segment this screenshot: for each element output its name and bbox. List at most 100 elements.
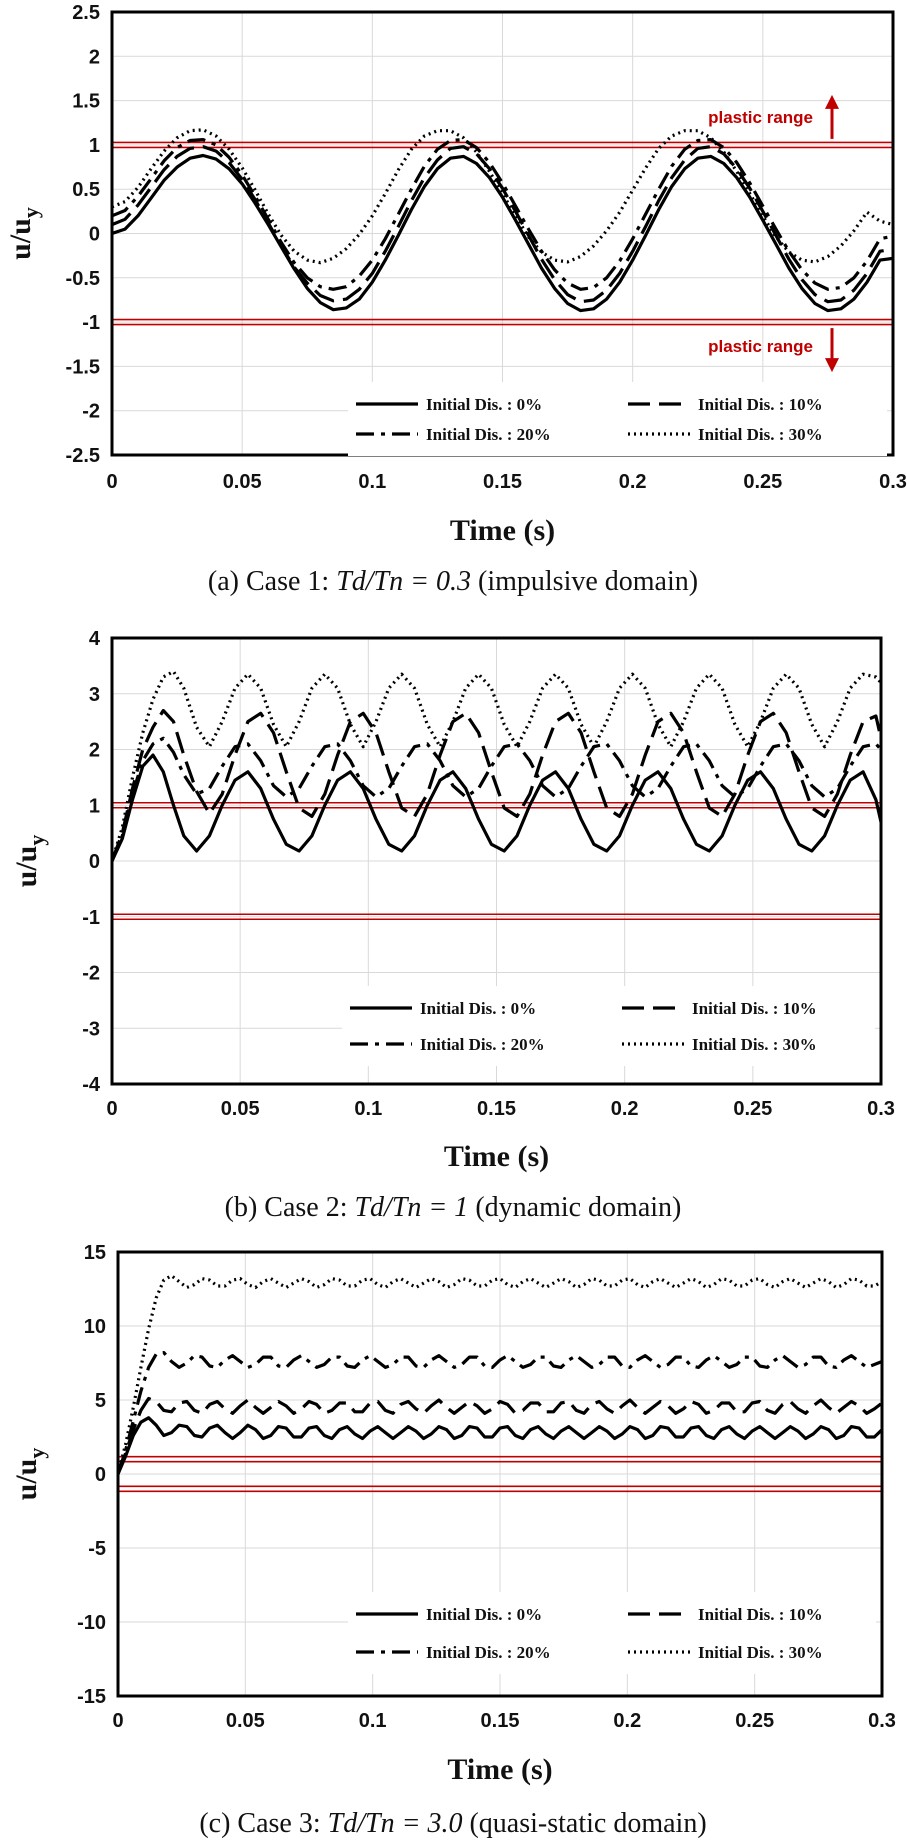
plot-frame <box>116 1250 884 1698</box>
series-line-3 <box>118 1274 882 1475</box>
legend-label: Initial Dis. : 0% <box>420 999 536 1018</box>
series-line-0 <box>112 153 893 313</box>
x-axis-title: Time (s) <box>447 1753 552 1786</box>
legend-label: Initial Dis. : 30% <box>698 425 823 444</box>
caption-suffix: (quasi-static domain) <box>462 1808 706 1839</box>
y-tick-label: -3 <box>82 1018 100 1040</box>
legend-label: Initial Dis. : 20% <box>426 1643 551 1662</box>
y-tick-label: 0 <box>89 224 100 246</box>
x-tick-label: 0.1 <box>354 1098 382 1120</box>
legend-label: Initial Dis. : 0% <box>426 395 542 414</box>
caption-ratio: Td/Tn = 1 <box>354 1192 468 1223</box>
y-tick-label: -2 <box>82 401 100 423</box>
x-tick-label: 0 <box>112 1710 123 1732</box>
x-tick-label: 0.1 <box>359 1710 387 1732</box>
y-axis-title-subscript: y <box>24 1448 49 1459</box>
series-line-2 <box>112 138 893 291</box>
caption-prefix: (a) Case 1: <box>208 566 336 597</box>
caption-ratio: Td/Tn = 3.0 <box>328 1808 463 1839</box>
y-tick-label: -1 <box>82 907 100 929</box>
arrow-down-icon <box>825 358 839 373</box>
y-tick-label: -5 <box>88 1538 106 1560</box>
chart-panel-c: 0 0.05 0.1 0.15 0.2 0.25 0.3 15 10 5 0 -5 -10 -15 Init… <box>10 1242 896 1839</box>
x-tick-label: 0 <box>106 1098 117 1120</box>
legend-label: Initial Dis. : 30% <box>698 1643 823 1662</box>
caption-prefix: (c) Case 3: <box>199 1808 327 1839</box>
y-tick-label: 15 <box>84 1242 106 1264</box>
legend-label: Initial Dis. : 10% <box>698 1605 823 1624</box>
legend-box <box>348 1592 876 1674</box>
y-tick-label: 0 <box>95 1464 106 1486</box>
y-tick-label: 1.5 <box>72 91 100 113</box>
caption: (c) Case 3: Td/Tn = 3.0 (quasi-static do… <box>199 1808 706 1839</box>
series-line-1 <box>112 708 881 862</box>
y-tick-label: 2 <box>89 46 100 68</box>
caption-prefix: (b) Case 2: <box>225 1192 355 1223</box>
y-tick-label: 10 <box>84 1316 106 1338</box>
y-tick-label: -1.5 <box>66 356 100 378</box>
caption-ratio: Td/Tn = 0.3 <box>336 566 471 597</box>
x-tick-label: 0.05 <box>223 471 262 493</box>
x-tick-label: 0.25 <box>733 1098 772 1120</box>
legend-label: Initial Dis. : 20% <box>426 425 551 444</box>
series-line-1 <box>118 1396 882 1475</box>
legend-label: Initial Dis. : 20% <box>420 1035 545 1054</box>
y-tick-label: -10 <box>77 1612 106 1634</box>
x-tick-label: 0.2 <box>613 1710 641 1732</box>
y-axis-title-main: u/u <box>10 846 43 888</box>
arrow-up-icon <box>825 94 839 109</box>
x-tick-label: 0.2 <box>619 471 647 493</box>
legend-label: Initial Dis. : 0% <box>426 1605 542 1624</box>
y-tick-label: 0.5 <box>72 179 100 201</box>
x-tick-label: 0.3 <box>868 1710 896 1732</box>
x-tick-label: 0.1 <box>358 471 386 493</box>
y-tick-label: 1 <box>89 795 100 817</box>
series-line-2 <box>118 1350 882 1475</box>
y-tick-label: 2 <box>89 740 100 762</box>
y-tick-label: 3 <box>89 684 100 706</box>
series-line-0 <box>118 1416 882 1475</box>
y-axis-title-main: u/u <box>4 218 37 260</box>
y-axis-title-main: u/u <box>10 1459 43 1501</box>
x-axis-title: Time (s) <box>444 1140 549 1173</box>
caption-suffix: (dynamic domain) <box>468 1192 681 1223</box>
legend-label: Initial Dis. : 10% <box>692 999 817 1018</box>
plastic-range-label: plastic range <box>708 337 813 356</box>
x-tick-label: 0.2 <box>611 1098 639 1120</box>
y-tick-label: 4 <box>89 628 101 650</box>
plot-frame <box>110 636 883 1086</box>
y-axis-title: u/uy <box>4 207 43 260</box>
x-tick-label: 0 <box>106 471 117 493</box>
chart-panel-b: 0 0.05 0.1 0.15 0.2 0.25 0.3 4 3 2 1 0 -1 -2 -3 -4 Initi… <box>10 628 895 1223</box>
y-tick-label: -15 <box>77 1686 106 1708</box>
x-tick-label: 0.3 <box>879 471 907 493</box>
y-tick-label: 2.5 <box>72 2 100 24</box>
legend-label: Initial Dis. : 10% <box>698 395 823 414</box>
legend-box <box>342 986 875 1066</box>
y-axis-title: u/uy <box>10 1448 49 1501</box>
y-axis-title: u/uy <box>10 835 49 888</box>
x-tick-label: 0.15 <box>483 471 522 493</box>
y-tick-label: -4 <box>82 1074 101 1096</box>
y-tick-label: -2.5 <box>66 445 100 467</box>
caption: (b) Case 2: Td/Tn = 1 (dynamic domain) <box>225 1192 682 1223</box>
y-axis-title-subscript: y <box>18 207 43 218</box>
y-tick-label: 1 <box>89 135 100 157</box>
chart-panel-a: 0 0.05 0.1 0.15 0.2 0.25 0.3 2.5 2 1.5 1 0.5 0 -0.5 -1… <box>4 2 907 597</box>
y-tick-label: 0 <box>89 851 100 873</box>
y-tick-label: -0.5 <box>66 268 100 290</box>
series-line-2 <box>112 736 881 862</box>
y-tick-label: -2 <box>82 963 100 985</box>
caption: (a) Case 1: Td/Tn = 0.3 (impulsive domai… <box>208 566 698 597</box>
plastic-range-label: plastic range <box>708 108 813 127</box>
series-line-3 <box>112 128 893 265</box>
y-tick-label: -1 <box>82 312 100 334</box>
legend-label: Initial Dis. : 30% <box>692 1035 817 1054</box>
x-axis-title: Time (s) <box>450 514 555 547</box>
x-tick-label: 0.25 <box>735 1710 774 1732</box>
x-tick-label: 0.05 <box>226 1710 265 1732</box>
legend-box <box>348 382 887 456</box>
x-tick-label: 0.15 <box>477 1098 516 1120</box>
caption-suffix: (impulsive domain) <box>471 566 698 597</box>
